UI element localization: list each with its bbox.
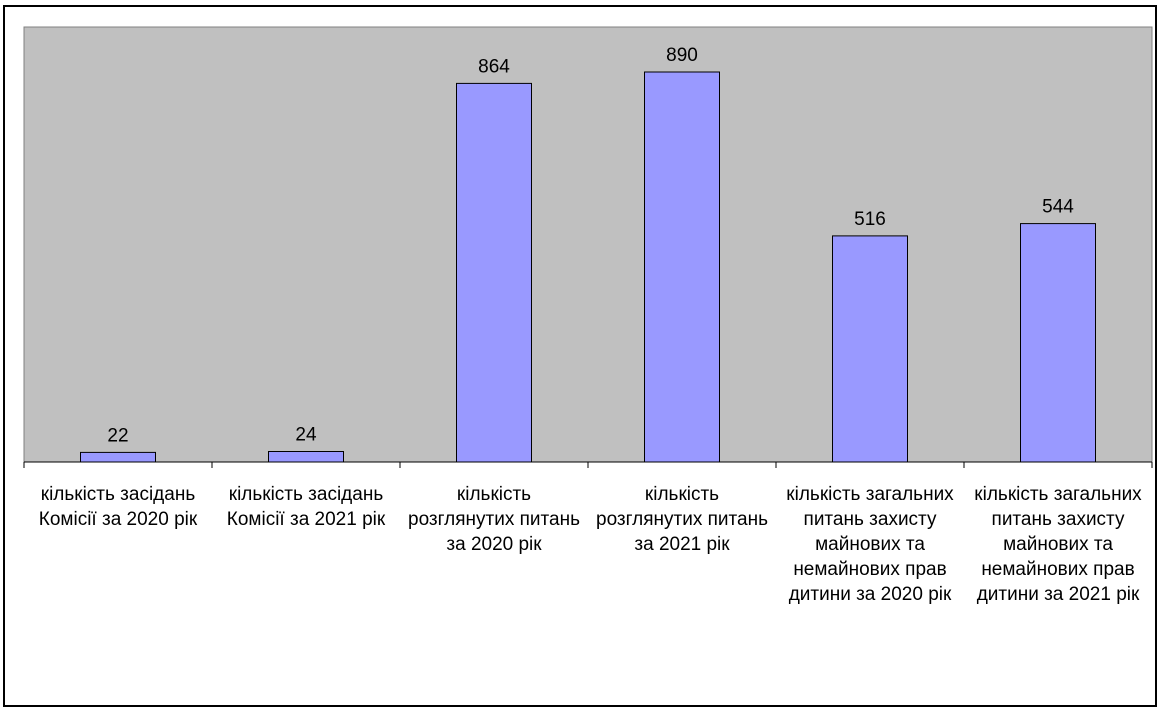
data-label-1: 22	[107, 425, 128, 446]
data-label-5: 516	[854, 209, 886, 230]
x-axis-ticks	[23, 462, 1153, 468]
category-label-6: кількість загальних питань захисту майно…	[974, 484, 1142, 605]
bar-3	[456, 82, 532, 463]
category-label-5: кількість загальних питань захисту майно…	[786, 484, 954, 605]
bars-group	[80, 71, 1096, 463]
value-labels-group: 22 24 864 890 516 544	[107, 45, 1074, 446]
bar-4	[644, 71, 720, 463]
bar-1	[80, 451, 156, 463]
category-label-4: кількість розглянутих питань за 2021 рік	[596, 484, 768, 555]
data-label-4: 890	[666, 45, 698, 66]
bar-2	[268, 451, 344, 463]
bar-5	[832, 235, 908, 463]
data-label-2: 24	[295, 425, 317, 446]
data-label-6: 544	[1042, 197, 1074, 218]
category-label-2: кількість засідань Комісії за 2021 рік	[226, 484, 386, 530]
category-label-3: кількість розглянутих питань за 2020 рік	[408, 484, 580, 555]
category-label-1: кількість засідань Комісії за 2020 рік	[38, 484, 198, 530]
bar-6	[1020, 223, 1096, 463]
data-label-3: 864	[478, 56, 510, 77]
plot-area	[23, 26, 1153, 463]
